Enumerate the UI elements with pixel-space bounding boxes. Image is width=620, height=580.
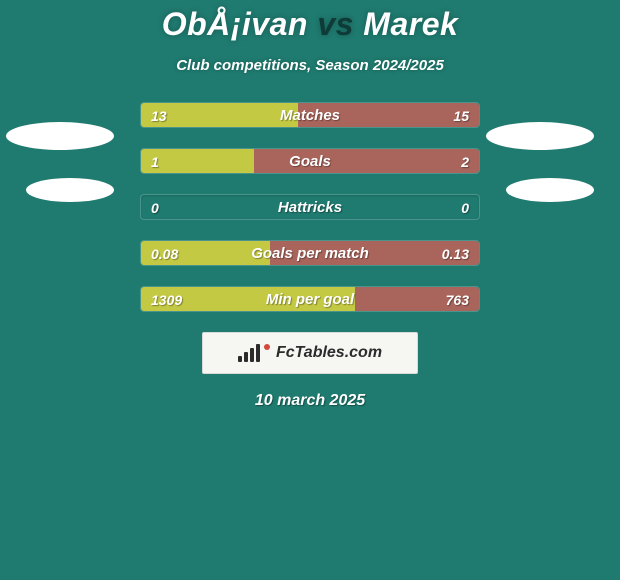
ellipse-decoration: [506, 178, 594, 202]
page-title: ObÅ¡ivan vs Marek: [0, 0, 620, 43]
subtitle: Club competitions, Season 2024/2025: [0, 43, 620, 74]
date-text: 10 march 2025: [0, 392, 620, 410]
stat-label: Hattricks: [141, 195, 479, 220]
chart-icon-bar: [250, 348, 254, 362]
chart-icon-bar: [244, 352, 248, 362]
ellipse-decoration: [6, 122, 114, 150]
ellipse-decoration: [26, 178, 114, 202]
stat-label: Min per goal: [141, 287, 479, 312]
fctables-badge: FcTables.com: [202, 332, 418, 374]
stat-row: 0.080.13Goals per match: [140, 240, 480, 266]
chart-icon-bar: [238, 356, 242, 362]
stat-row: 1309763Min per goal: [140, 286, 480, 312]
chart-icon: [238, 344, 268, 362]
chart-icon-dot: [264, 344, 270, 350]
ellipse-decoration: [486, 122, 594, 150]
player2-name: Marek: [363, 6, 458, 42]
stat-row: 12Goals: [140, 148, 480, 174]
player1-name: ObÅ¡ivan: [162, 6, 308, 42]
stat-row: 00Hattricks: [140, 194, 480, 220]
vs-text: vs: [317, 6, 354, 42]
stat-label: Matches: [141, 103, 479, 128]
page-root: ObÅ¡ivan vs Marek Club competitions, Sea…: [0, 0, 620, 580]
badge-text: FcTables.com: [276, 344, 382, 362]
stat-label: Goals: [141, 149, 479, 174]
stat-label: Goals per match: [141, 241, 479, 266]
comparison-bars: 1315Matches 12Goals 00Hattricks 0.080.13Goa…: [140, 102, 480, 312]
chart-icon-bar: [256, 344, 260, 362]
stat-row: 1315Matches: [140, 102, 480, 128]
